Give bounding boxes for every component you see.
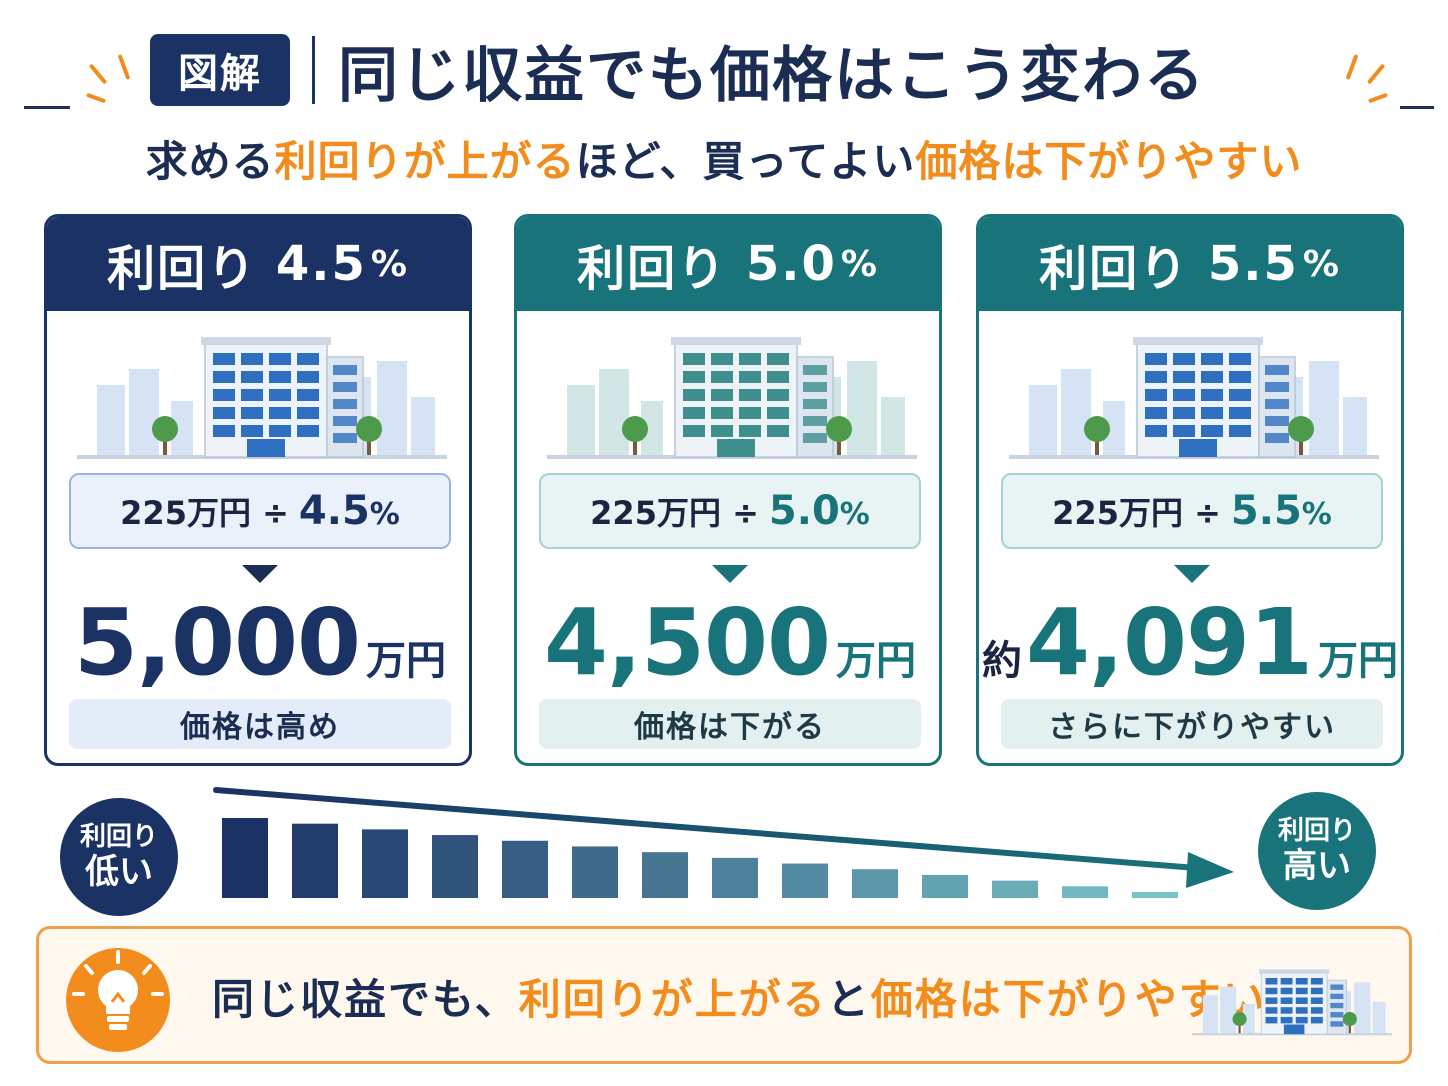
down-arrow-icon (712, 565, 748, 583)
card-header-pct: % (840, 243, 879, 285)
trend-bar (992, 880, 1038, 898)
trend-bar (502, 840, 548, 898)
lightbulb-icon (66, 948, 170, 1052)
building-icon (1009, 337, 1379, 459)
spark-left-1-icon (88, 63, 108, 85)
card-header-rate: 5.5 (1207, 236, 1299, 292)
diagram-tag: 図解 (150, 34, 290, 106)
page-title: 同じ収益でも価格はこう変わる (338, 40, 1206, 111)
trend-bar (1132, 892, 1178, 898)
building-icon (77, 337, 447, 459)
price-unit: 万円 (1318, 638, 1398, 684)
page-subtitle: 求める利回りが上がるほど、買ってよい価格は下がりやすい (0, 128, 1448, 189)
trend-bar (572, 846, 618, 898)
trend-bar (222, 818, 268, 898)
trend-bar (852, 869, 898, 898)
card-header-pct: % (370, 243, 409, 285)
summary-highlight-2: 価格は下がりやすい (870, 974, 1267, 1024)
price-note: さらに下がりやすい (1001, 699, 1383, 749)
trend-bar (432, 835, 478, 898)
price-note: 価格は下がる (539, 699, 921, 749)
subtitle-highlight-1: 利回りが上がる (274, 137, 576, 186)
price-number: 4,500 (543, 589, 831, 696)
price-unit: 万円 (836, 638, 916, 684)
price-number: 4,091 (1025, 589, 1313, 696)
summary-text: 同じ収益でも、 利回りが上がると価格は下がりやすい (212, 960, 1267, 1032)
trend-bar (1062, 886, 1108, 898)
card-header-label: 利回り (1039, 241, 1190, 297)
price-note: 価格は高め (69, 699, 451, 749)
header-left-rule (24, 106, 70, 109)
spark-left-3-icon (85, 92, 107, 104)
price-prefix: 約 (981, 638, 1022, 684)
down-arrow-icon (1174, 565, 1210, 583)
spark-right-2-icon (1366, 63, 1386, 85)
high-yield-badge: 利回り 高い (1258, 792, 1376, 910)
spark-right-3-icon (1367, 92, 1389, 104)
formula-rate: 5.5% (1230, 488, 1332, 534)
trend-bar (292, 823, 338, 898)
trend-bar (362, 829, 408, 898)
yield-card-2: 利回り 5.0% 225万円 ÷ 5.0% 4,500 万円 価格は下がる (514, 214, 942, 766)
card-header: 利回り 4.5% (47, 217, 469, 311)
summary-part-3: と (826, 974, 871, 1024)
formula-rate: 5.0% (768, 488, 870, 534)
low-yield-line1: 利回り (79, 822, 158, 852)
card-header-rate: 4.5 (275, 236, 367, 292)
price-value: 5,000 万円 (47, 589, 469, 696)
card-header-label: 利回り (577, 241, 728, 297)
tag-divider (312, 36, 315, 104)
card-header-rate: 5.0 (745, 236, 837, 292)
formula-box: 225万円 ÷ 5.0% (539, 473, 921, 549)
banner-building-icon (1192, 969, 1392, 1036)
low-yield-badge: 利回り 低い (60, 798, 178, 916)
spark-left-2-icon (117, 54, 131, 80)
card-header-pct: % (1302, 243, 1341, 285)
subtitle-part-1: 求める (145, 137, 275, 186)
yield-card-1: 利回り 4.5% 225万円 ÷ 4.5% 5,000 万円 価格は高め (44, 214, 472, 766)
card-header: 利回り 5.5% (979, 217, 1401, 311)
trend-bar (782, 863, 828, 898)
spark-right-1-icon (1345, 54, 1359, 80)
low-yield-line2: 低い (85, 851, 153, 892)
formula-box: 225万円 ÷ 5.5% (1001, 473, 1383, 549)
price-value: 4,500 万円 (517, 589, 939, 696)
high-yield-line1: 利回り (1277, 816, 1356, 846)
formula-income: 225万円 ÷ (1052, 494, 1221, 532)
trend-bar (712, 857, 758, 898)
trend-bar (922, 874, 968, 898)
header-right-rule (1400, 106, 1434, 109)
card-header: 利回り 5.0% (517, 217, 939, 311)
high-yield-line2: 高い (1283, 845, 1351, 886)
formula-box: 225万円 ÷ 4.5% (69, 473, 451, 549)
down-arrow-icon (242, 565, 278, 583)
formula-income: 225万円 ÷ (590, 494, 759, 532)
summary-banner (36, 926, 1412, 1064)
summary-highlight-1: 利回りが上がる (518, 974, 827, 1024)
building-icon (547, 337, 917, 459)
bar-group (222, 818, 1178, 898)
formula-income: 225万円 ÷ (120, 494, 289, 532)
trend-bar (642, 852, 688, 898)
trend-arrow-icon (213, 787, 1199, 871)
trend-arrow-head-icon (1186, 852, 1234, 888)
formula-rate: 4.5% (298, 488, 400, 534)
card-header-label: 利回り (107, 241, 258, 297)
price-number: 5,000 (73, 589, 361, 696)
yield-card-3: 利回り 5.5% 225万円 ÷ 5.5% 約 4,091 万円 さらに下がりやすい (976, 214, 1404, 766)
price-value: 約 4,091 万円 (979, 589, 1401, 696)
summary-part-1: 同じ収益でも、 (212, 974, 519, 1024)
subtitle-highlight-2: 価格は下がりやすい (915, 137, 1303, 186)
subtitle-part-3: ほど、買ってよい (575, 137, 916, 186)
price-unit: 万円 (366, 638, 446, 684)
